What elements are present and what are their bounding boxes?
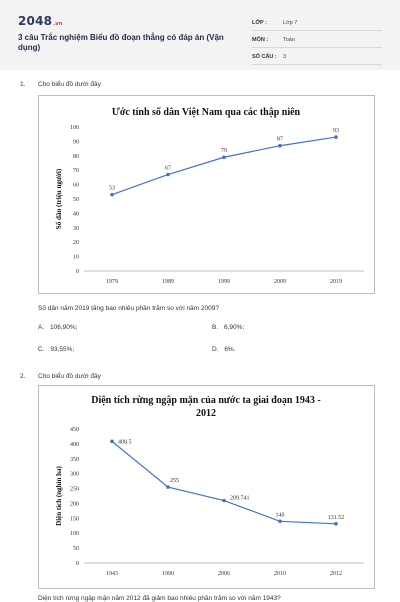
option-c[interactable]: C. 93,55%; — [38, 346, 74, 353]
series-line — [111, 440, 337, 525]
data-point — [110, 192, 114, 197]
question-2-text: Diện tích rừng ngập mặn năm 2012 đã giảm… — [38, 595, 281, 602]
option-a[interactable]: A. 106,90%; — [38, 324, 77, 331]
chart-title: Ước tính số dân Việt Nam qua các thập ni… — [112, 107, 301, 118]
chart-1-frame: Ước tính số dân Việt Nam qua các thập ni… — [38, 95, 375, 294]
question-prompt: Cho biểu đồ dưới đây — [38, 373, 101, 380]
option-key: C. — [38, 346, 45, 353]
data-point — [110, 439, 114, 444]
chart-title: 2012 — [196, 408, 216, 419]
y-tick-label: 80 — [73, 154, 79, 160]
option-key: A. — [38, 324, 45, 331]
question-number: 2. — [20, 373, 26, 380]
question-prompt: Cho biểu đồ dưới đây — [38, 81, 101, 88]
meta-label: LỚP : — [252, 20, 267, 26]
x-tick-label: 2010 — [274, 571, 286, 577]
meta-row-subject: MÔN : Toán — [252, 33, 382, 48]
data-label: 79 — [221, 148, 227, 154]
y-tick-label: 60 — [73, 183, 79, 189]
chart-1: Ước tính số dân Việt Nam qua các thập ni… — [55, 107, 364, 285]
y-tick-label: 300 — [70, 472, 79, 478]
y-axis-label: Số dân (triệu người) — [55, 168, 63, 229]
option-b[interactable]: B. 6,90%; — [212, 324, 244, 331]
y-tick-label: 50 — [73, 546, 79, 552]
chart-2-frame: Diện tích rừng ngập mặn của nước ta giai… — [38, 385, 375, 589]
y-tick-label: 400 — [70, 442, 79, 448]
meta-row-count: SỐ CÂU : 3 — [252, 50, 382, 65]
x-tick-label: 2006 — [218, 571, 230, 577]
data-label: 67 — [165, 166, 171, 172]
data-label: 209.741 — [230, 496, 250, 502]
site-logo[interactable]: 2048.vn — [18, 14, 63, 28]
y-tick-label: 40 — [73, 211, 79, 217]
x-tick-label: 2012 — [330, 571, 342, 577]
data-label: 140 — [276, 512, 285, 518]
data-point — [278, 519, 282, 524]
y-tick-label: 0 — [76, 269, 79, 275]
meta-label: MÔN : — [252, 37, 269, 43]
meta-label: SỐ CÂU : — [252, 54, 277, 60]
data-point — [166, 172, 170, 177]
y-tick-label: 150 — [70, 516, 79, 522]
data-point — [334, 135, 338, 139]
data-label: 255 — [170, 478, 179, 484]
option-text: 6,90%; — [223, 324, 245, 331]
x-tick-label: 2009 — [274, 279, 286, 285]
option-text: 6%. — [224, 346, 236, 353]
y-tick-label: 30 — [73, 226, 79, 232]
document-title: 3 câu Trắc nghiệm Biểu đồ đoạn thẳng có … — [18, 33, 224, 52]
document-meta: LỚP : Lớp 7 MÔN : Toán SỐ CÂU : 3 — [252, 16, 382, 67]
option-text: 93,55%; — [50, 346, 75, 353]
meta-value: Toán — [283, 37, 295, 43]
x-tick-label: 1989 — [162, 279, 174, 285]
y-tick-label: 250 — [70, 487, 79, 493]
data-point — [222, 155, 226, 160]
data-point — [334, 522, 338, 526]
y-tick-label: 200 — [70, 501, 79, 507]
chart-title: Diện tích rừng ngập mặn của nước ta giai… — [91, 395, 321, 406]
y-tick-label: 350 — [70, 457, 79, 463]
option-key: D. — [212, 346, 219, 353]
option-key: B. — [212, 324, 219, 331]
meta-value: Lớp 7 — [283, 20, 298, 26]
data-point — [278, 143, 282, 148]
data-point — [166, 485, 170, 489]
y-tick-label: 50 — [73, 197, 79, 203]
option-text: 106,90%; — [49, 324, 78, 331]
x-tick-label: 1943 — [106, 571, 118, 577]
data-point — [222, 498, 226, 503]
x-tick-label: 1979 — [106, 279, 118, 285]
page-header: 2048.vn 3 câu Trắc nghiệm Biểu đồ đoạn t… — [0, 0, 400, 70]
x-tick-label: 1999 — [218, 279, 230, 285]
y-tick-label: 100 — [70, 125, 79, 131]
series-line — [111, 136, 337, 196]
y-tick-label: 10 — [73, 255, 79, 261]
y-tick-label: 100 — [70, 531, 79, 537]
data-label: 408.5 — [118, 439, 132, 445]
data-label: 53 — [109, 186, 115, 192]
x-tick-label: 1990 — [162, 571, 174, 577]
logo-tld: .vn — [53, 21, 63, 27]
y-tick-label: 90 — [73, 139, 79, 145]
data-label: 93 — [333, 128, 339, 134]
y-tick-label: 450 — [70, 427, 79, 433]
question-number: 1. — [20, 81, 26, 88]
meta-value: 3 — [283, 54, 287, 60]
y-tick-label: 20 — [73, 240, 79, 246]
meta-row-grade: LỚP : Lớp 7 — [252, 16, 382, 31]
question-1-text: Số dân năm 2019 tăng bao nhiêu phần trăm… — [38, 305, 219, 312]
y-tick-label: 70 — [73, 168, 79, 174]
option-d[interactable]: D. 6%. — [212, 346, 236, 353]
data-label: 87 — [277, 137, 283, 143]
data-label: 131.52 — [328, 515, 345, 521]
logo-text: 2048 — [18, 14, 53, 28]
y-axis-label: Diện tích (nghìn ha) — [55, 465, 63, 525]
y-tick-label: 0 — [76, 561, 79, 567]
x-tick-label: 2019 — [330, 279, 342, 285]
chart-2: Diện tích rừng ngập mặn của nước ta giai… — [55, 395, 364, 577]
